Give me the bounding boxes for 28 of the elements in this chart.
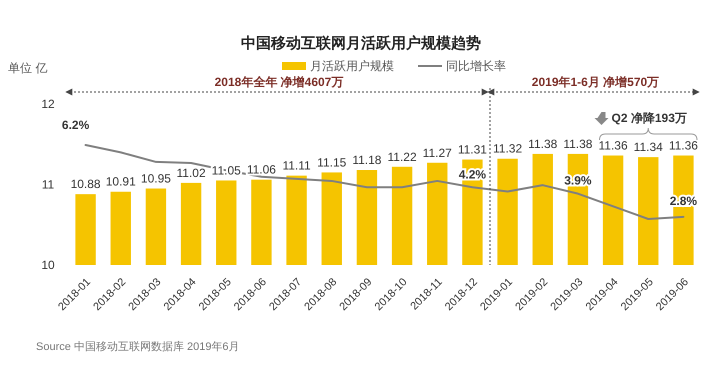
data-label: 11.02	[176, 166, 206, 180]
data-label: 11.36	[598, 138, 628, 153]
data-label: 11.34	[634, 140, 664, 154]
data-label: 11.38	[563, 136, 593, 151]
y-tick-label: 11	[42, 178, 55, 192]
data-label: 11.15	[317, 155, 347, 170]
legend-label: 同比增长率	[446, 59, 506, 73]
y-tick-label: 10	[41, 258, 55, 272]
q2-bracket: Q2 净降193万	[594, 111, 698, 140]
y-tick-label: 12	[41, 97, 55, 111]
data-label: 10.91	[106, 174, 136, 189]
data-label: 11.27	[422, 146, 452, 160]
data-label: 11.11	[282, 158, 312, 173]
data-label: 11.06	[246, 162, 276, 177]
data-label: 10.95	[140, 172, 172, 186]
annotation: Q2 净降193万	[612, 111, 687, 125]
y-axis-title: 单位 亿	[8, 61, 48, 75]
data-label: 11.31	[458, 142, 488, 157]
data-label: 11.38	[528, 136, 558, 151]
chart-title: 中国移动互联网月活跃用户规模趋势	[241, 34, 481, 52]
data-label: 10.88	[70, 177, 101, 192]
data-label: 11.18	[352, 153, 382, 168]
data-label: 6.2%	[62, 118, 90, 132]
source-note: Source 中国移动互联网数据库 2019年6月	[36, 340, 240, 353]
data-label: 11.36	[668, 138, 698, 153]
data-label: 11.32	[493, 142, 522, 156]
legend-label: 月活跃用户规模	[310, 59, 394, 73]
data-label: 11.22	[388, 150, 417, 164]
